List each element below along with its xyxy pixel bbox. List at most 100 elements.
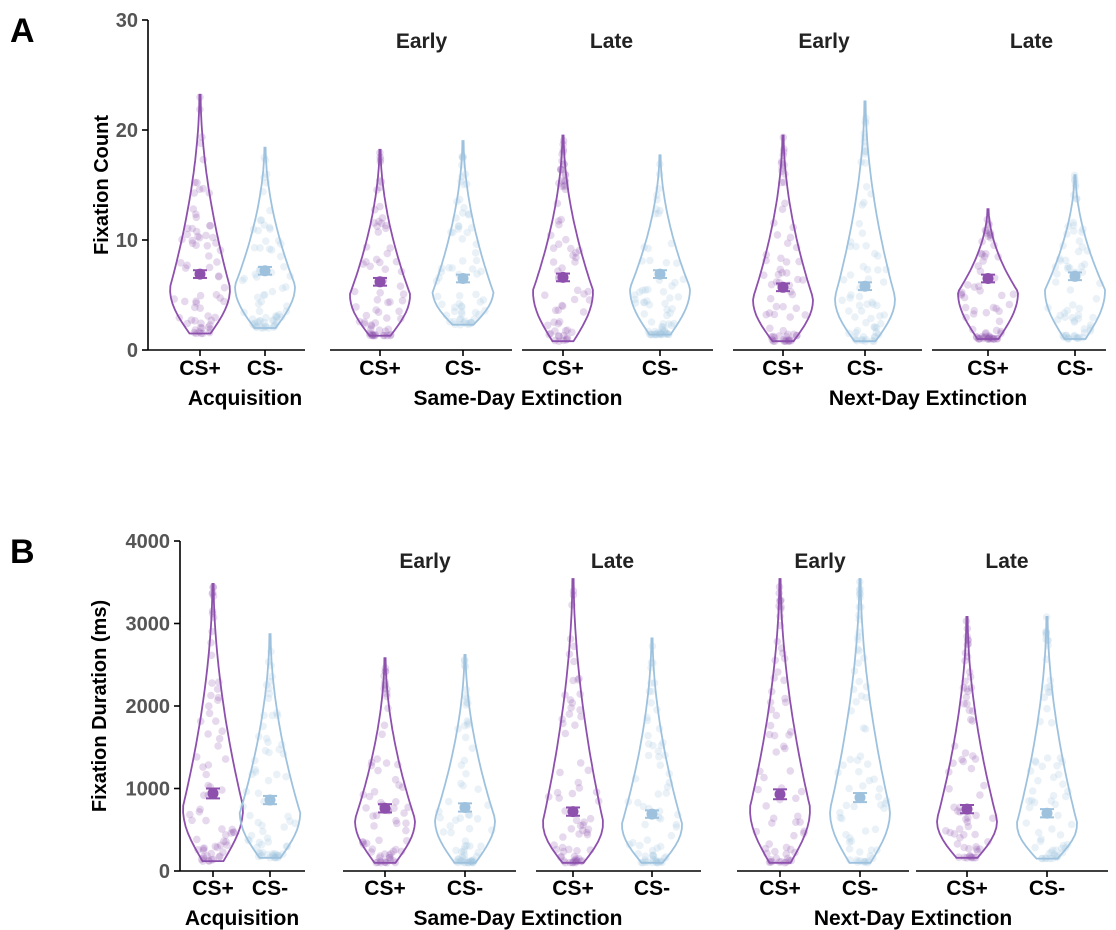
cs-plus-point xyxy=(956,833,964,842)
cs-plus-point xyxy=(976,287,984,295)
cs-minus-point xyxy=(836,813,844,822)
cs-minus-point xyxy=(263,170,271,178)
cs-plus-point xyxy=(995,307,1003,316)
cs-plus-point xyxy=(367,322,376,330)
cs-plus-point xyxy=(191,317,199,325)
cs-minus-point xyxy=(268,851,277,860)
cs-plus-point xyxy=(958,755,966,764)
cs-minus-point xyxy=(867,846,876,854)
cs-minus-point xyxy=(266,225,274,233)
cs-minus-point xyxy=(875,785,884,793)
cs-minus-point xyxy=(653,844,661,852)
cs-minus-point xyxy=(636,841,644,850)
cs-minus-point xyxy=(451,816,460,824)
cs-plus-point xyxy=(387,330,395,339)
cs-minus-point xyxy=(660,326,669,335)
cs-minus-point xyxy=(1031,757,1039,765)
cs-plus-point xyxy=(586,814,595,823)
cs-plus-point xyxy=(586,846,595,854)
cs-plus-point xyxy=(215,734,224,743)
cs-plus-mean-point xyxy=(777,281,789,293)
cs-minus-point xyxy=(461,858,469,867)
cs-minus-point xyxy=(1034,776,1042,785)
cs-plus-point xyxy=(208,607,217,615)
subphase-label: Late xyxy=(1010,30,1053,53)
cs-minus-point xyxy=(845,784,853,793)
cs-minus-point xyxy=(460,845,468,854)
cs-plus-point xyxy=(382,224,390,233)
cs-plus-point xyxy=(381,265,390,274)
cs-plus-point xyxy=(785,856,793,865)
cs-minus-point xyxy=(662,329,671,338)
cs-plus-point xyxy=(383,249,392,258)
cs-minus-violin xyxy=(431,140,495,326)
cs-plus-point xyxy=(209,233,217,242)
cs-plus-point xyxy=(183,224,192,233)
cs-minus-point xyxy=(661,751,669,759)
cs-plus-point xyxy=(766,698,775,707)
cs-minus-point xyxy=(661,330,669,339)
cs-plus-point xyxy=(768,687,776,696)
cs-minus-point xyxy=(631,774,640,783)
cs-minus-point xyxy=(464,858,473,867)
cs-minus-point xyxy=(846,294,854,302)
cs-minus-point xyxy=(861,117,869,126)
cs-plus-point xyxy=(394,760,402,769)
cs-minus-point xyxy=(1026,767,1035,775)
subphase-label: Early xyxy=(399,550,451,573)
cs-minus-point xyxy=(464,721,472,729)
cs-plus-point xyxy=(963,700,971,708)
cs-minus-point xyxy=(1066,264,1074,272)
cs-minus-point xyxy=(667,321,676,330)
cs-minus-point xyxy=(871,323,879,332)
cs-plus-point xyxy=(971,853,980,862)
cs-minus-point xyxy=(842,801,851,810)
cs-plus-point xyxy=(962,313,970,322)
cs-plus-point xyxy=(994,252,1002,261)
cs-minus-point xyxy=(268,711,277,720)
cs-minus-point xyxy=(1059,331,1067,340)
cs-plus-point xyxy=(768,819,776,827)
cs-plus-point xyxy=(559,136,568,145)
cs-plus-point xyxy=(961,649,970,657)
cs-minus-point xyxy=(472,852,481,861)
cs-minus-mean-point xyxy=(459,801,471,813)
cs-minus-point xyxy=(263,834,272,842)
cs-plus-point xyxy=(1005,300,1014,309)
cs-plus-point xyxy=(197,329,205,338)
cs-plus-point xyxy=(373,186,381,194)
cs-plus-point xyxy=(191,326,200,334)
cs-minus-point xyxy=(853,856,861,864)
cs-plus-point xyxy=(775,589,783,597)
cs-plus-point xyxy=(400,809,408,817)
cs-plus-point xyxy=(380,672,388,680)
cs-minus-point xyxy=(1066,286,1075,294)
cs-plus-point xyxy=(779,742,788,751)
cs-plus-point xyxy=(384,325,393,334)
cs-plus-point xyxy=(972,332,981,341)
cs-plus-point xyxy=(389,857,398,865)
cs-plus-violin xyxy=(542,578,604,864)
panel-b: B 0 1000 2000 3000 4000 Fixation Duration (ms)… xyxy=(10,531,1108,930)
cs-minus-point xyxy=(874,266,882,274)
cs-plus-point xyxy=(573,857,581,865)
x-tick-label: CS- xyxy=(642,357,678,380)
cs-plus-point xyxy=(404,803,412,812)
cs-minus-point xyxy=(679,275,688,284)
cs-minus-point xyxy=(646,256,654,265)
cs-plus-point xyxy=(953,840,962,848)
cs-minus-point xyxy=(439,828,448,836)
cs-plus-point xyxy=(778,167,786,175)
cs-plus-point xyxy=(199,845,208,853)
cs-minus-point xyxy=(266,206,274,215)
cs-minus-point xyxy=(845,838,854,846)
cs-minus-point xyxy=(1057,844,1066,853)
cs-plus-point xyxy=(576,759,585,767)
cs-plus-point xyxy=(561,171,570,180)
cs-minus-point xyxy=(450,307,459,316)
cs-minus-point xyxy=(1074,334,1082,343)
cs-minus-point xyxy=(1058,758,1067,766)
cs-minus-point xyxy=(855,628,863,637)
cs-minus-point xyxy=(469,856,477,864)
cs-plus-point xyxy=(205,252,213,260)
